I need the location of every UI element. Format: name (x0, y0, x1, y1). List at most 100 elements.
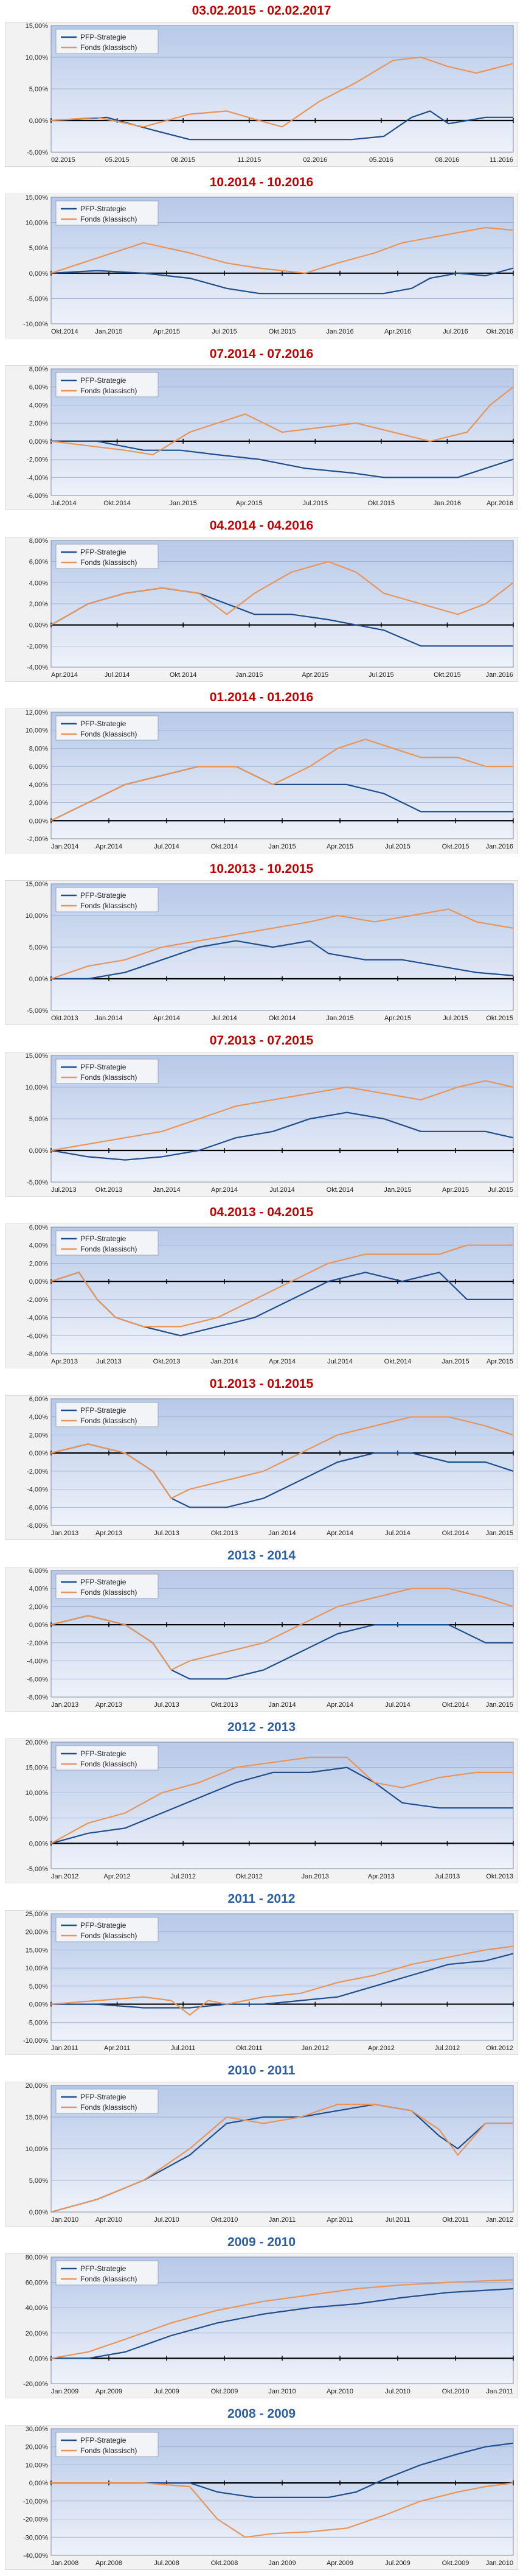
chart-panel: 03.02.2015 - 02.02.2017 -5,00% 0,00% 5,00% 1… (0, 0, 523, 170)
x-tick-label: Jul.2010 (385, 2388, 410, 2395)
x-tick-label: Apr.2013 (95, 1701, 122, 1709)
y-tick-label: -10,00% (23, 2498, 48, 2505)
chart-panel: 10.2013 - 10.2015 -5,00% 0,00% 5,00% 10,00% 1… (0, 858, 523, 1029)
y-tick-label: 20,00% (26, 2330, 49, 2337)
y-tick-label: 12,00% (26, 709, 49, 716)
y-tick-label: -6,00% (27, 1332, 48, 1340)
y-tick-label: 10,00% (26, 727, 49, 735)
y-tick-label: -10,00% (23, 2037, 48, 2045)
chart-title: 03.02.2015 - 02.02.2017 (192, 4, 331, 18)
x-tick-label: Jul.2013 (51, 1186, 77, 1194)
legend-label: Fonds (klassisch) (80, 1588, 137, 1597)
legend-label: PFP-Strategie (80, 1921, 126, 1930)
chart-title: 07.2014 - 07.2016 (209, 347, 314, 361)
legend-box (55, 1917, 159, 1942)
chart-panel: 2008 - 2009 -40,00% -30,00% -20,00% -10,00% 0… (0, 2403, 523, 2574)
legend-label: Fonds (klassisch) (80, 1073, 137, 1082)
x-tick-label: Jul.2014 (327, 1358, 353, 1365)
series-line-fonds (50, 1945, 514, 2016)
series-line-fonds (50, 1756, 513, 1844)
y-tick-label: 15,00% (26, 2114, 49, 2121)
line-chart: -6,00% -4,00% -2,00% 0,00% 2,00% 4,00% 6,00% 8,… (5, 365, 518, 510)
x-tick-label: Jul.2014 (51, 500, 77, 507)
y-tick-label: 6,00% (29, 384, 48, 391)
chart-title: 10.2014 - 10.2016 (209, 175, 314, 189)
x-tick-label: Jan.2015 (442, 1358, 469, 1365)
x-tick-label: Jan.2015 (95, 328, 122, 335)
legend-box (55, 2432, 159, 2457)
y-tick-label: 2,00% (29, 1603, 48, 1611)
legend-label: Fonds (klassisch) (80, 901, 137, 910)
y-tick-label: 20,00% (26, 1929, 49, 1936)
y-tick-label: -20,00% (23, 2516, 48, 2524)
legend-box (55, 887, 159, 912)
x-tick-label: Jul.2013 (96, 1358, 122, 1365)
series-line-fonds (50, 1080, 514, 1152)
y-tick-label: 8,00% (29, 745, 48, 752)
legend-label: PFP-Strategie (80, 548, 126, 556)
legend-label: PFP-Strategie (80, 1578, 126, 1586)
x-tick-label: Okt.2015 (434, 671, 461, 679)
chart-title: 2008 - 2009 (227, 2407, 296, 2421)
x-tick-label: Jul.2015 (385, 843, 410, 850)
y-tick-label: -2,00% (27, 1297, 48, 1304)
y-tick-label: -30,00% (23, 2534, 48, 2541)
y-tick-label: 80,00% (26, 2254, 49, 2261)
chart-panel: 04.2014 - 04.2016 -4,00% -2,00% 0,00% 2,00% 4… (0, 515, 523, 685)
x-tick-label: Apr.2008 (95, 2560, 122, 2567)
legend-label: Fonds (klassisch) (80, 387, 137, 395)
x-tick-label: Jan.2008 (51, 2560, 78, 2567)
y-tick-label: -4,00% (27, 664, 48, 671)
x-tick-label: Okt.2013 (211, 1530, 238, 1537)
x-tick-label: Jan.2014 (268, 1701, 296, 1709)
x-tick-label: Jan.2011 (269, 2216, 296, 2224)
y-tick-label: 0,00% (29, 270, 48, 278)
x-tick-label: Apr.2014 (211, 1186, 238, 1194)
x-tick-label: Apr.2013 (368, 1873, 395, 1880)
y-tick-label: 4,00% (29, 1242, 48, 1250)
chart-panel: 2013 - 2014 -8,00% -6,00% -4,00% -2,00% 0,00%… (0, 1545, 523, 1715)
x-tick-label: Jul.2015 (488, 1186, 513, 1194)
legend-box (55, 2260, 159, 2286)
y-tick-label: 4,00% (29, 1586, 48, 1593)
legend-label: Fonds (klassisch) (80, 1416, 137, 1425)
y-tick-label: 8,00% (29, 537, 48, 545)
x-tick-label: Jan.2009 (51, 2388, 78, 2395)
series-line-pfp-strategie (51, 440, 514, 478)
series-line-pfp-strategie (51, 1953, 514, 2009)
chart-title: 2010 - 2011 (227, 2063, 296, 2077)
y-tick-label: 5,00% (29, 2177, 48, 2185)
legend-label: PFP-Strategie (80, 205, 126, 213)
x-tick-label: 08.2015 (171, 156, 195, 164)
x-tick-label: Apr.2012 (104, 1873, 131, 1880)
x-tick-label: Apr.2016 (384, 328, 411, 335)
legend-label: Fonds (klassisch) (80, 558, 137, 567)
x-tick-label: Jan.2014 (95, 1015, 122, 1022)
x-tick-label: Okt.2013 (95, 1186, 123, 1194)
legend-box (55, 1059, 159, 1084)
series-line-pfp-strategie (51, 940, 514, 980)
x-tick-label: Jan.2014 (268, 1530, 296, 1537)
legend-box (55, 544, 159, 569)
series-line-fonds (51, 2482, 514, 2538)
x-tick-label: Apr.2014 (153, 1015, 180, 1022)
y-tick-label: 0,00% (29, 976, 48, 983)
y-tick-label: 0,00% (29, 2355, 48, 2362)
y-tick-label: 10,00% (26, 54, 49, 61)
line-chart: -8,00% -6,00% -4,00% -2,00% 0,00% 2,00% 4,00% 6… (5, 1223, 518, 1368)
y-tick-label: -10,00% (23, 321, 48, 328)
y-tick-label: 2,00% (29, 601, 48, 608)
x-tick-label: 05.2016 (369, 156, 393, 164)
y-tick-label: 6,00% (29, 1567, 48, 1575)
y-tick-label: 5,00% (29, 1116, 48, 1123)
legend-box (55, 715, 159, 741)
x-tick-label: Apr.2014 (327, 1530, 353, 1537)
x-tick-label: Apr.2015 (384, 1015, 411, 1022)
x-tick-label: Jul.2015 (443, 1015, 468, 1022)
legend-label: Fonds (klassisch) (80, 2446, 137, 2455)
x-tick-label: Jul.2010 (154, 2216, 179, 2224)
x-tick-label: Jan.2016 (486, 671, 513, 679)
x-tick-label: Apr.2014 (327, 1701, 353, 1709)
x-tick-label: Jan.2015 (268, 843, 296, 850)
x-tick-label: Apr.2015 (487, 1358, 513, 1365)
